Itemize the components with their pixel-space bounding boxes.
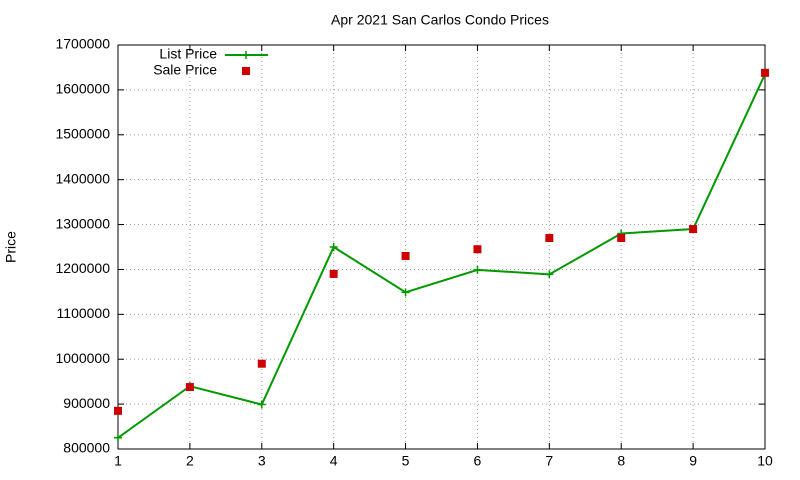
y-tick-label: 1200000 [55, 260, 110, 276]
series-line [117, 73, 766, 439]
x-tick-label: 2 [186, 453, 194, 469]
point-marker [329, 269, 338, 278]
x-tick-label: 3 [258, 453, 266, 469]
point-marker [257, 359, 266, 368]
point-marker [761, 68, 769, 77]
point-marker [329, 243, 338, 251]
y-axis-label: Price [3, 231, 19, 263]
point-marker [545, 234, 554, 243]
x-tick-label: 7 [545, 453, 553, 469]
point-marker [257, 400, 266, 409]
y-tick-label: 1500000 [55, 125, 110, 141]
y-tick-label: 1400000 [55, 170, 110, 186]
y-tick-label: 1100000 [57, 305, 111, 321]
point-marker [473, 245, 482, 254]
legend-marker [242, 51, 250, 59]
y-tick-label: 1300000 [55, 215, 110, 231]
x-tick-label: 4 [330, 453, 338, 469]
y-tick-label: 1000000 [55, 350, 110, 366]
x-tick-label: 10 [757, 453, 773, 469]
x-tick-label: 1 [114, 453, 122, 469]
point-marker [401, 251, 410, 260]
x-tick-label: 6 [474, 453, 482, 469]
point-marker [114, 433, 122, 442]
x-tick-label: 9 [689, 453, 697, 469]
y-tick-label: 900000 [63, 395, 110, 411]
plot-frame [117, 44, 766, 450]
x-tick-label: 5 [402, 453, 410, 469]
point-marker [114, 406, 122, 415]
y-tick-label: 1700000 [55, 36, 110, 52]
chart-title: Apr 2021 San Carlos Condo Prices [331, 12, 549, 28]
point-marker [185, 383, 194, 392]
x-tick-label: 8 [617, 453, 625, 469]
point-marker [617, 234, 626, 243]
legend-label: Sale Price [153, 62, 217, 78]
point-marker [401, 288, 410, 297]
point-marker [473, 265, 482, 274]
legend-label: List Price [159, 46, 217, 62]
point-marker [545, 270, 554, 279]
y-tick-label: 1600000 [55, 81, 110, 97]
point-marker [689, 225, 698, 234]
legend-marker [242, 67, 250, 75]
y-tick-label: 800000 [63, 440, 110, 456]
